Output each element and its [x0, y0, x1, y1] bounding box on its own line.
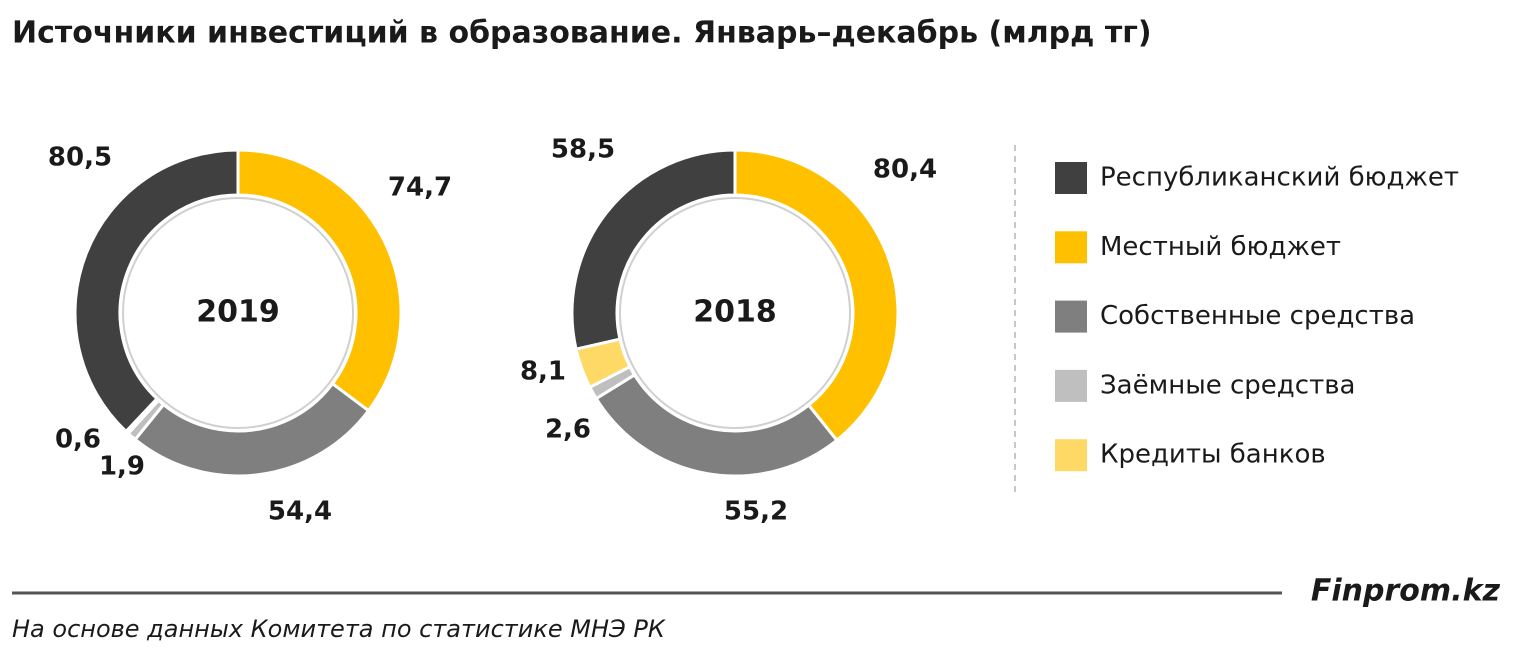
- chart-title: Источники инвестиций в образование. Янва…: [12, 16, 1152, 51]
- value-label: 2,6: [545, 415, 591, 445]
- legend-label: Местный бюджет: [1100, 232, 1341, 262]
- legend-swatch: [1055, 231, 1087, 264]
- value-label: 8,1: [520, 357, 566, 387]
- source: На основе данных Комитета по статистике …: [12, 615, 666, 643]
- legend-label: Республиканский бюджет: [1100, 163, 1459, 193]
- value-label: 0,6: [55, 425, 101, 455]
- value-label: 55,2: [724, 497, 788, 527]
- value-label: 80,5: [48, 143, 112, 173]
- value-label: 1,9: [99, 452, 145, 482]
- value-label: 54,4: [268, 497, 332, 527]
- value-label: 58,5: [551, 135, 615, 165]
- donut-segment: [133, 381, 371, 478]
- inner-ring: [619, 197, 851, 429]
- value-label: 80,4: [873, 155, 937, 185]
- legend-swatch: [1055, 300, 1087, 333]
- center-label: 2018: [693, 295, 777, 330]
- donut-segment: [574, 337, 632, 390]
- donut-segment: [123, 396, 161, 436]
- donut-segment: [236, 148, 403, 413]
- legend-label: Кредиты банков: [1100, 440, 1326, 470]
- inner-ring: [122, 197, 354, 429]
- donut-segment: [594, 372, 839, 478]
- legend-swatch: [1055, 439, 1087, 472]
- legend-swatch: [1055, 369, 1087, 402]
- donut-segment: [73, 148, 240, 434]
- donut-segment: [733, 148, 900, 443]
- center-label: 2019: [196, 295, 280, 330]
- brand: Finprom.kz: [1311, 574, 1501, 609]
- value-label: 74,7: [388, 173, 452, 203]
- legend-label: Заёмные средства: [1100, 370, 1355, 400]
- legend-swatch: [1055, 162, 1087, 194]
- legend-label: Собственные средства: [1100, 301, 1415, 331]
